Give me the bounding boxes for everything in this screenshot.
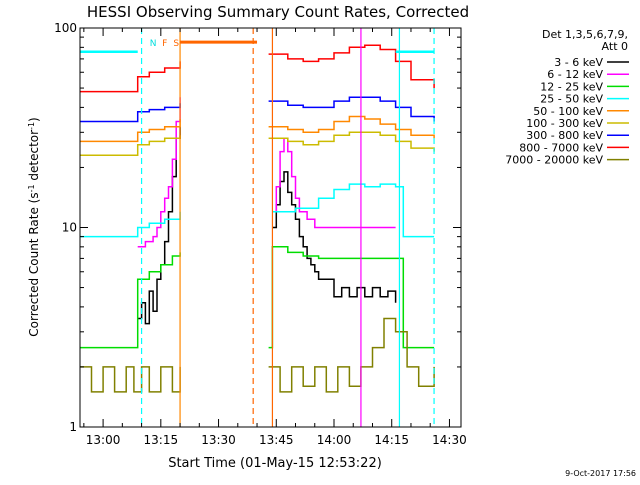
legend-label-6: 100 - 300 keV: [526, 117, 603, 130]
series-4-segment-2: [272, 183, 435, 238]
flag-label-s: S: [173, 39, 179, 49]
series-3: [80, 246, 435, 349]
legend-header-2: Att 0: [602, 40, 628, 53]
y-axis-label-sup-1: -1: [27, 184, 36, 192]
series-3-segment-2: [268, 246, 435, 349]
series-8-segment-2: [268, 44, 435, 89]
flag-label-f: F: [162, 39, 167, 49]
series-1-segment-1: [137, 126, 181, 325]
series-9-segment-1: [80, 366, 181, 393]
legend-label-9: 7000 - 20000 keV: [505, 154, 603, 167]
x-axis-label: Start Time (01-May-15 12:53:22): [168, 456, 382, 471]
series-5-segment-2: [268, 115, 435, 139]
series-8: [80, 44, 435, 93]
series-9: [80, 317, 435, 393]
footer-timestamp: 9-Oct-2017 17:56: [565, 469, 636, 478]
series-5-segment-1: [80, 119, 181, 143]
series-7-segment-1: [80, 103, 181, 123]
y-axis-label-part-3: ): [27, 117, 41, 122]
x-tick-label-7: 14:30: [432, 433, 467, 447]
series-8-segment-1: [80, 61, 181, 93]
series-2-segment-2: [272, 137, 396, 229]
legend-label-2: 6 - 12 keV: [547, 68, 603, 81]
series-1: [137, 126, 397, 325]
axes: 1 10 100 13:00 13:15 13:30 13:45 14:00 14:15 14:3…: [54, 21, 467, 447]
series-3-segment-1: [80, 252, 181, 349]
y-tick-label-3: 100: [54, 21, 77, 35]
y-axis-label-sup-2: -1: [27, 122, 36, 130]
legend-label-4: 25 - 50 keV: [540, 93, 603, 106]
series-6: [80, 131, 435, 157]
x-tick-label-1: 13:00: [86, 433, 121, 447]
x-tick-label-4: 13:45: [259, 433, 294, 447]
y-axis-label: Corrected Count Rate (s-1 detector-1): [27, 117, 42, 336]
series-5: [80, 115, 435, 143]
legend-label-1: 3 - 6 keV: [554, 56, 603, 69]
series-6-segment-2: [268, 131, 435, 152]
series-1-segment-2: [272, 171, 397, 303]
series-2-segment-1: [137, 97, 181, 248]
chart-title: HESSI Observing Summary Count Rates, Cor…: [87, 3, 469, 21]
y-tick-label-2: 10: [62, 221, 77, 235]
series-9-segment-2: [268, 317, 435, 393]
flag-label-n: N: [150, 39, 157, 49]
legend-label-7: 300 - 800 keV: [526, 129, 603, 142]
x-tick-label-3: 13:30: [201, 433, 236, 447]
x-tick-label-5: 14:00: [317, 433, 352, 447]
series-6-segment-1: [80, 135, 181, 157]
legend-label-3: 12 - 25 keV: [540, 80, 603, 93]
series-7: [80, 96, 435, 123]
x-tick-label-2: 13:15: [144, 433, 179, 447]
y-axis-label-part-1: Corrected Count Rate (s: [27, 192, 41, 336]
x-tick-label-6: 14:15: [374, 433, 409, 447]
series-7-segment-2: [268, 96, 435, 122]
y-axis-label-part-2: detector: [27, 130, 41, 185]
legend-label-8: 800 - 7000 keV: [519, 141, 603, 154]
series-4-segment-1: [80, 211, 181, 238]
y-tick-label-1: 1: [69, 420, 77, 434]
series-4: [80, 183, 435, 238]
series-2: [137, 97, 396, 248]
legend-header-1: Det 1,3,5,6,7,9,: [542, 28, 628, 41]
legend-label-5: 50 - 100 keV: [533, 105, 603, 118]
